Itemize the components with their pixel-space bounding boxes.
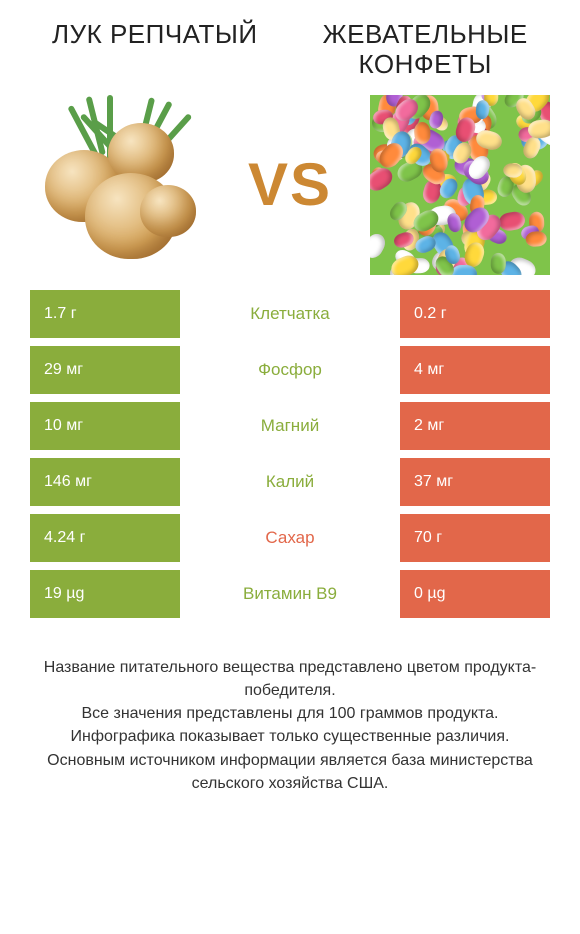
right-value: 2 мг xyxy=(400,402,550,450)
table-row: 19 µgВитамин B90 µg xyxy=(30,570,550,618)
right-value: 0 µg xyxy=(400,570,550,618)
table-row: 10 мгМагний2 мг xyxy=(30,402,550,450)
table-row: 4.24 гСахар70 г xyxy=(30,514,550,562)
nutrient-label: Витамин B9 xyxy=(180,570,400,618)
footer-line: Все значения представлены для 100 граммо… xyxy=(30,702,550,725)
left-value: 1.7 г xyxy=(30,290,180,338)
left-product-image xyxy=(30,95,210,275)
right-product-title: ЖЕВАТЕЛЬНЫЕ КОНФЕТЫ xyxy=(300,20,550,80)
footer-notes: Название питательного вещества представл… xyxy=(0,626,580,795)
images-row: VS xyxy=(0,90,580,290)
nutrient-label: Магний xyxy=(180,402,400,450)
right-value: 70 г xyxy=(400,514,550,562)
left-value: 29 мг xyxy=(30,346,180,394)
footer-line: Основным источником информации является … xyxy=(30,749,550,795)
nutrient-label: Сахар xyxy=(180,514,400,562)
table-row: 146 мгКалий37 мг xyxy=(30,458,550,506)
right-value: 37 мг xyxy=(400,458,550,506)
nutrient-label: Калий xyxy=(180,458,400,506)
footer-line: Название питательного вещества представл… xyxy=(30,656,550,702)
nutrient-label: Фосфор xyxy=(180,346,400,394)
left-value: 4.24 г xyxy=(30,514,180,562)
left-value: 146 мг xyxy=(30,458,180,506)
vs-label: VS xyxy=(248,150,332,219)
left-value: 19 µg xyxy=(30,570,180,618)
header: ЛУК РЕПЧАТЫЙ ЖЕВАТЕЛЬНЫЕ КОНФЕТЫ xyxy=(0,0,580,90)
right-value: 4 мг xyxy=(400,346,550,394)
footer-line: Инфографика показывает только существенн… xyxy=(30,725,550,748)
left-value: 10 мг xyxy=(30,402,180,450)
right-value: 0.2 г xyxy=(400,290,550,338)
comparison-table: 1.7 гКлетчатка0.2 г 29 мгФосфор4 мг 10 мгМ… xyxy=(0,290,580,618)
right-product-image xyxy=(370,95,550,275)
table-row: 1.7 гКлетчатка0.2 г xyxy=(30,290,550,338)
nutrient-label: Клетчатка xyxy=(180,290,400,338)
table-row: 29 мгФосфор4 мг xyxy=(30,346,550,394)
left-product-title: ЛУК РЕПЧАТЫЙ xyxy=(30,20,280,80)
